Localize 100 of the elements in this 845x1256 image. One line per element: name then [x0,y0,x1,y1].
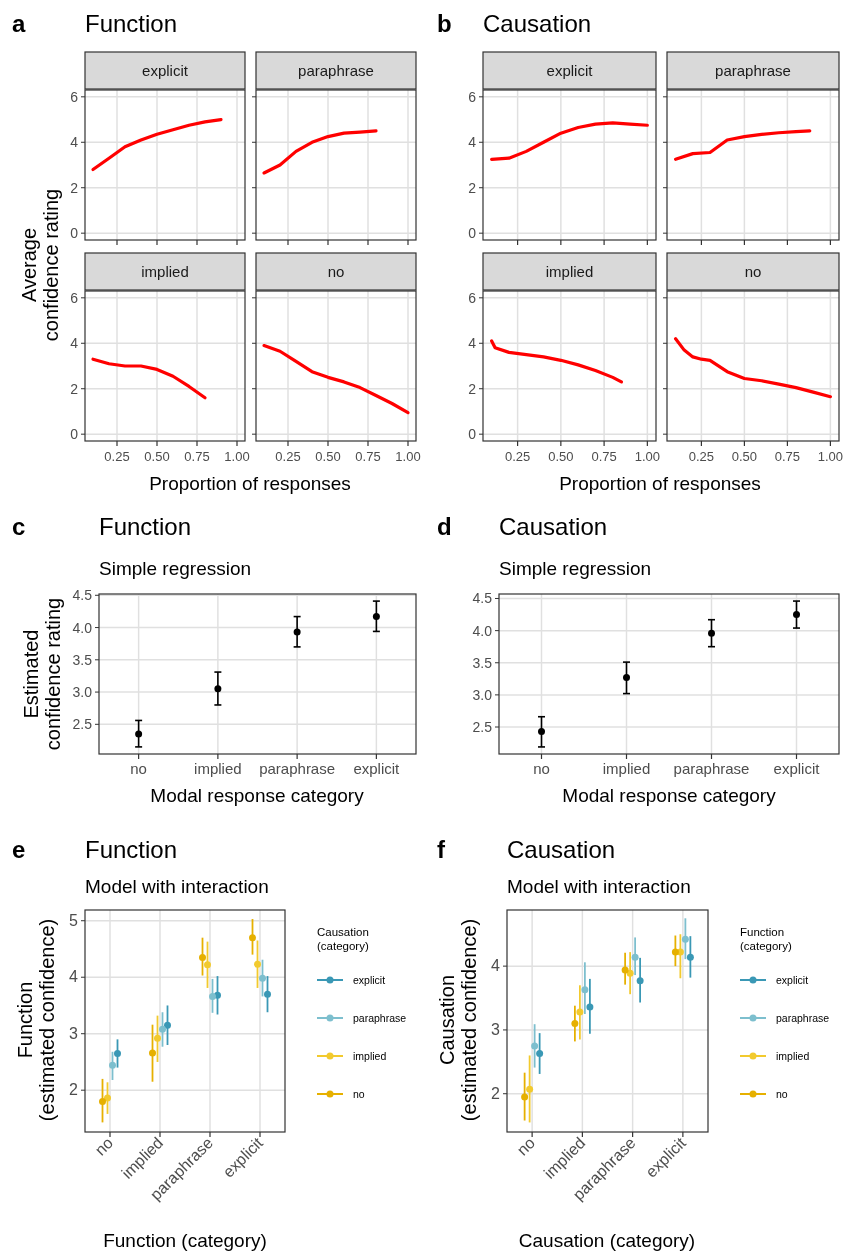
y-tick-label: 3.5 [72,651,93,668]
chart-title: implied [545,263,594,280]
legend-title: Causation (category) [317,926,369,952]
x-tick-label: 0.25 [688,449,715,464]
x-axis-title: Causation (category) [518,1230,696,1251]
y-tick-label: 3 [491,1020,501,1038]
legend-title: Function (category) [740,926,792,952]
text: e [12,836,26,863]
legend-label: explicit [776,974,809,986]
y-tick-label: 0 [468,225,477,242]
x-tick-label: 0.50 [144,449,170,464]
y-tick-label: 4 [468,134,477,151]
x-tick-label: 0.75 [355,449,381,464]
x-tick-label: implied [602,760,651,777]
y-axis-title: Causation (estimated confidence) [436,918,480,1122]
y-tick-label: 2 [468,179,477,196]
y-tick-label: 4.0 [472,622,493,639]
y-tick-label: 2 [491,1084,501,1102]
point [793,611,800,619]
y-tick-label: 4.5 [472,590,493,607]
x-tick-label: 1.00 [224,449,250,464]
point [372,613,380,621]
x-tick-label: 0.25 [104,449,130,464]
x-tick-label: implied [194,760,242,777]
x-tick-label: explicit [773,760,821,777]
text: d [437,513,452,540]
x-axis-title: Proportion of responses [559,473,761,494]
y-tick-label: 5 [69,911,79,929]
legend-label: implied [353,1050,387,1062]
y-tick-label: 6 [468,289,477,306]
chart-subtitle: Simple regression [99,558,252,579]
chart-title: paraphrase [298,62,374,79]
y-tick-label: 4.0 [72,619,93,636]
y-tick-label: 3.0 [72,684,93,701]
legend-label: paraphrase [776,1012,830,1024]
x-tick-label: 0.50 [548,449,574,464]
y-tick-label: 3.5 [472,654,493,671]
text: b [437,10,452,37]
x-axis-title: Proportion of responses [149,473,351,494]
y-tick-label: 4 [491,957,501,975]
text: c [12,513,26,540]
line-series [91,117,223,172]
line-series [490,121,649,161]
x-axis-title: Modal response category [150,785,365,806]
legend-label: no [353,1088,365,1100]
x-tick-label: 1.00 [634,449,661,464]
line-series [490,339,623,384]
y-tick-label: 2.5 [472,719,493,736]
x-tick-label: paraphrase [259,760,336,777]
x-axis-title: Function (category) [103,1230,267,1251]
chart-title: Function [85,836,178,863]
y-tick-label: 2 [70,380,79,397]
point [214,685,222,693]
x-tick-label: 0.75 [591,449,617,464]
x-tick-label: 1.00 [817,449,844,464]
y-tick-label: 2 [70,179,79,196]
legend-label: implied [776,1050,810,1062]
chart-title: explicit [546,62,594,79]
y-tick-label: 3.0 [472,686,493,703]
chart-title: paraphrase [715,62,791,79]
y-tick-label: 3 [69,1024,79,1042]
legend-label: paraphrase [353,1012,407,1024]
point [135,730,143,738]
point [538,728,545,736]
x-tick-label: no [533,760,550,777]
x-tick-label: 0.75 [184,449,210,464]
legend-label: explicit [353,974,386,986]
chart-title: no [744,263,762,280]
y-tick-label: 6 [70,289,79,306]
chart-subtitle: Model with interaction [85,876,269,897]
y-axis-title: Estimated confidence rating [20,597,64,751]
x-tick-label: 0.25 [504,449,531,464]
point [293,628,301,636]
y-tick-label: 4 [468,335,477,352]
text: Function [85,10,178,37]
chart-title: Causation [499,513,608,540]
y-tick-label: 4 [69,968,79,986]
y-tick-label: 0 [70,426,79,443]
x-tick-label: 0.50 [315,449,341,464]
y-tick-label: 0 [468,426,477,443]
x-axis-title: Modal response category [562,785,777,806]
line-series [91,357,207,400]
point [708,629,715,637]
x-tick-label: 0.25 [275,449,301,464]
x-tick-label: 0.75 [774,449,801,464]
x-tick-label: 1.00 [395,449,421,464]
chart-title: explicit [142,62,189,79]
y-tick-label: 0 [70,225,79,242]
x-tick-label: no [513,1134,539,1159]
chart-title: Causation [507,836,616,863]
legend-label: no [776,1088,788,1100]
chart-title: Function [99,513,192,540]
y-tick-label: 6 [468,88,477,105]
y-tick-label: 4 [70,335,79,352]
y-tick-label: 2 [69,1081,79,1099]
x-tick-label: no [91,1134,117,1159]
y-tick-label: 2.5 [72,716,93,733]
chart-subtitle: Model with interaction [507,876,691,897]
y-tick-label: 6 [70,88,79,105]
x-tick-label: paraphrase [673,760,750,777]
